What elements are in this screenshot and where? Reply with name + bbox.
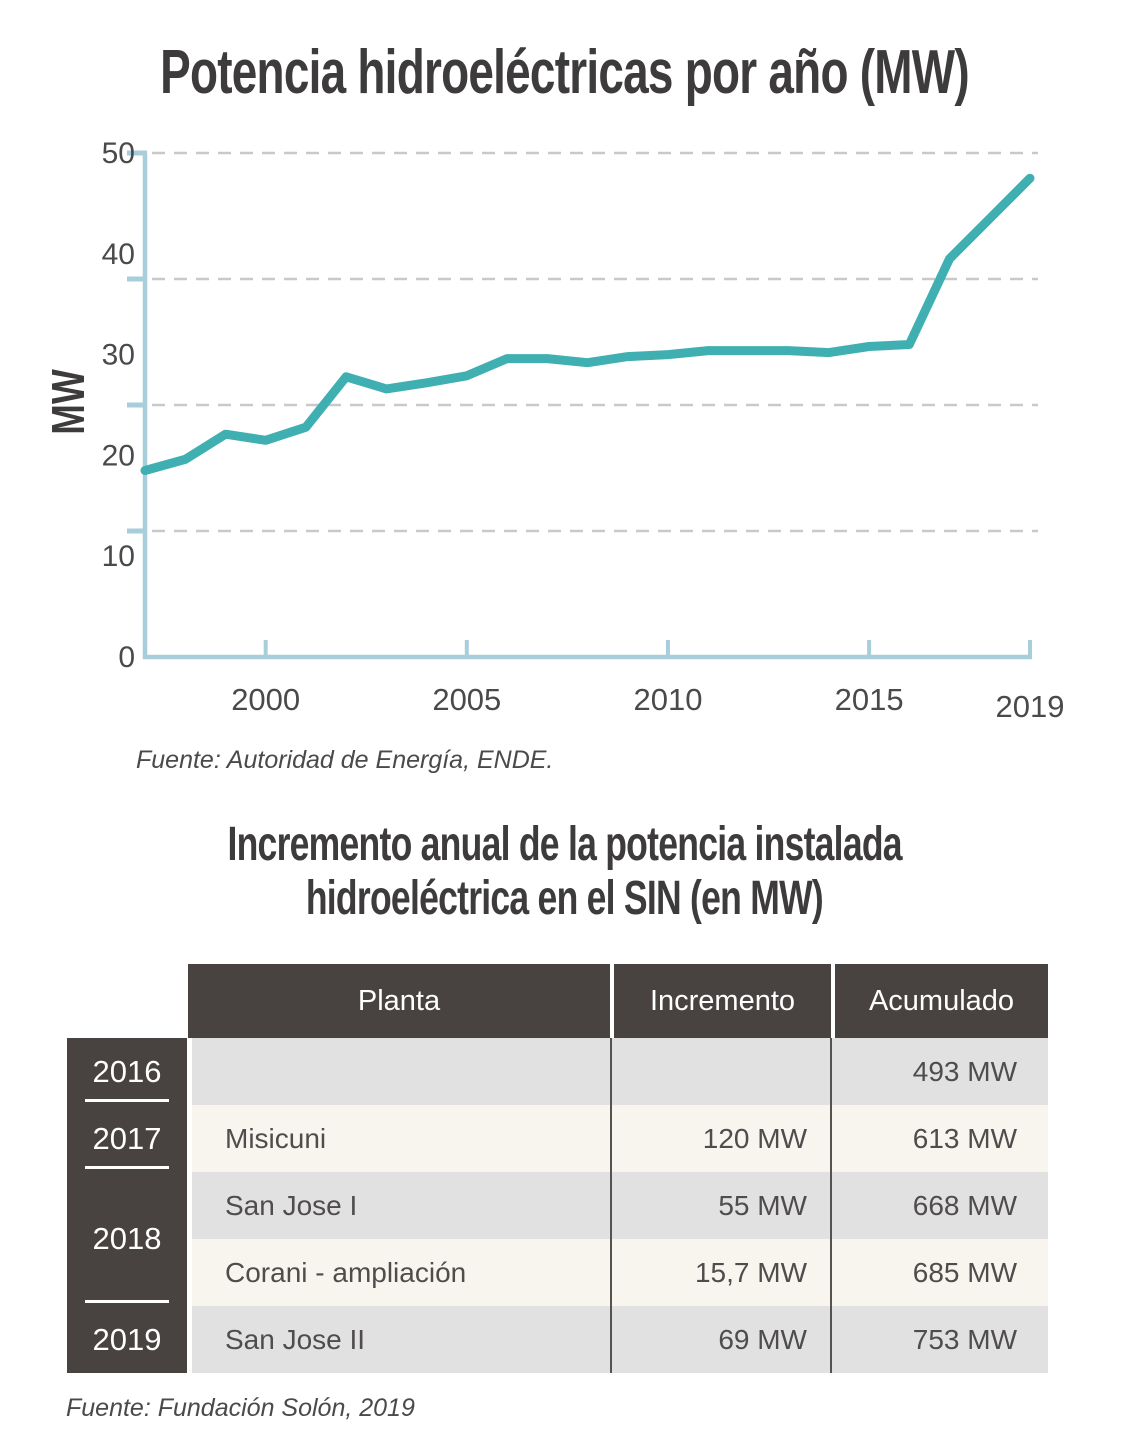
planta-cell: San Jose II (225, 1323, 366, 1355)
year-group-separator (85, 1099, 169, 1102)
table-row: San Jose II 69 MW 753 MW (192, 1306, 1048, 1373)
table-row: 493 MW (192, 1038, 1048, 1105)
year-group-label: 2017 (92, 1120, 162, 1156)
chart-source-note: Fuente: Autoridad de Energía, ENDE. (136, 746, 554, 774)
planta-cell: Corani - ampliación (225, 1256, 467, 1288)
incremento-cell: 55 MW (718, 1189, 807, 1221)
table-header-row: Planta Incremento Acumulado (188, 964, 1048, 1038)
acumulado-cell: 613 MW (912, 1122, 1017, 1154)
acumulado-cell: 668 MW (912, 1189, 1017, 1221)
incremento-cell: 15,7 MW (694, 1256, 807, 1288)
column-header-planta: Planta (188, 964, 610, 1038)
table-title-line2: hidroeléctrica en el SIN (en MW) (305, 872, 824, 925)
hydro-capacity-line (140, 173, 1035, 475)
acumulado-cell: 685 MW (912, 1256, 1017, 1288)
table-body: 493 MW Misicuni 120 MW 613 MW San Jose I 55 M… (192, 1038, 1048, 1373)
year-column: 2016 2017 2018 2019 (67, 1038, 187, 1373)
chart-axes (142, 153, 1032, 660)
x-axis-tick-label: 2019 (996, 689, 1065, 724)
table-title: Incremento anual de la potencia instalad… (0, 818, 1129, 926)
column-header-acumulado: Acumulado (835, 964, 1048, 1038)
year-group-label: 2018 (92, 1221, 162, 1256)
y-axis-tick-label: 50 (102, 137, 135, 170)
x-axis-tick-label: 2005 (432, 682, 501, 717)
x-axis-tick-label: 2000 (231, 682, 300, 717)
column-divider (610, 1038, 612, 1373)
x-axis-tick-label: 2010 (633, 682, 702, 717)
table-row: Corani - ampliación 15,7 MW 685 MW (192, 1239, 1048, 1306)
chart-title: Potencia hidroeléctricas por año (MW) (160, 38, 970, 107)
acumulado-cell: 753 MW (912, 1323, 1017, 1355)
table-title-line1: Incremento anual de la potencia instalad… (227, 818, 902, 871)
y-axis-label: MW (42, 369, 94, 435)
year-group-label: 2019 (92, 1321, 162, 1357)
planta-cell: Misicuni (225, 1122, 327, 1154)
year-group-separator (85, 1300, 169, 1303)
incremento-cell: 120 MW (702, 1122, 807, 1154)
column-header-incremento: Incremento (614, 964, 831, 1038)
year-group-label: 2016 (92, 1053, 162, 1089)
table-row: Misicuni 120 MW 613 MW (192, 1105, 1048, 1172)
y-axis-tick-label: 30 (102, 339, 135, 372)
x-axis-tick-label: 2015 (835, 682, 904, 717)
table-row: San Jose I 55 MW 668 MW (192, 1172, 1048, 1239)
acumulado-cell: 493 MW (912, 1055, 1017, 1087)
y-axis-tick-label: 10 (102, 540, 135, 573)
year-group-separator (85, 1166, 169, 1169)
table-source-note: Fuente: Fundación Solón, 2019 (66, 1394, 415, 1422)
y-axis-tick-label: 0 (118, 641, 135, 674)
incremento-cell: 69 MW (718, 1323, 807, 1355)
column-divider (830, 1038, 832, 1373)
y-axis-tick-label: 40 (102, 238, 135, 271)
y-axis-tick-label: 20 (102, 439, 135, 472)
planta-cell: San Jose I (225, 1189, 358, 1221)
